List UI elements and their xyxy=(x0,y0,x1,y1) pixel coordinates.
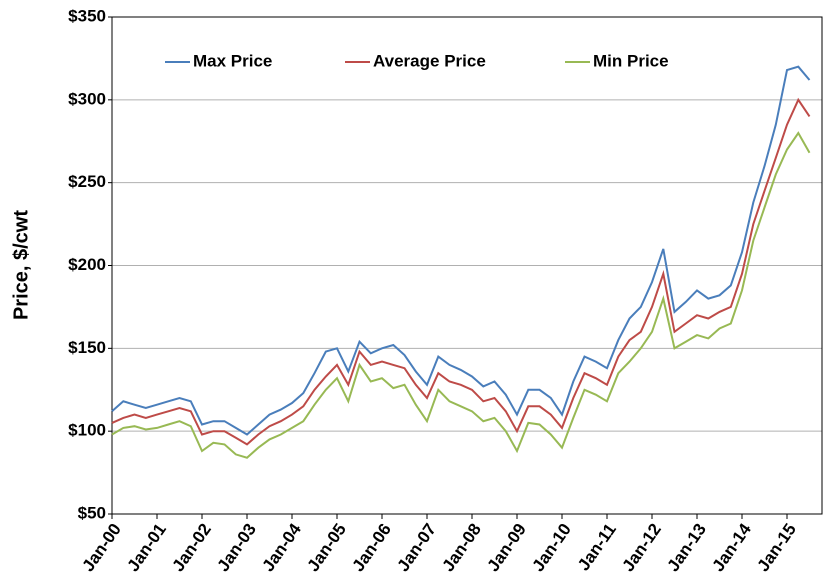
x-tick-label: Jan-02 xyxy=(168,520,214,575)
x-tick-label: Jan-00 xyxy=(78,520,124,575)
y-tick-label: $350 xyxy=(68,6,106,25)
legend-label: Average Price xyxy=(373,51,486,70)
x-tick-label: Jan-10 xyxy=(528,520,574,575)
x-tick-label: Jan-12 xyxy=(618,520,664,575)
series-line xyxy=(111,131,811,459)
x-tick-label: Jan-09 xyxy=(483,520,529,575)
x-tick-label: Jan-13 xyxy=(663,520,709,575)
x-tick-label: Jan-14 xyxy=(708,520,755,575)
series-line xyxy=(111,65,811,436)
x-tick-label: Jan-08 xyxy=(438,520,484,575)
x-tick-label: Jan-01 xyxy=(123,520,169,575)
y-tick-label: $300 xyxy=(68,89,106,108)
legend-label: Max Price xyxy=(193,51,272,70)
y-tick-label: $200 xyxy=(68,255,106,274)
plot-border xyxy=(111,16,823,515)
x-tick-label: Jan-03 xyxy=(213,520,259,575)
y-tick-label: $150 xyxy=(68,338,106,357)
x-tick-label: Jan-05 xyxy=(303,520,349,575)
y-tick-label: $250 xyxy=(68,172,106,191)
x-tick-label: Jan-11 xyxy=(574,520,620,574)
y-tick-label: $100 xyxy=(68,421,106,440)
y-axis-label: Price, $/cwt xyxy=(10,210,32,320)
x-tick-label: Jan-06 xyxy=(348,520,394,575)
x-tick-label: Jan-07 xyxy=(393,520,439,575)
legend-label: Min Price xyxy=(593,51,669,70)
series-line xyxy=(111,97,811,446)
y-tick-label: $50 xyxy=(78,503,106,522)
x-tick-label: Jan-15 xyxy=(753,520,799,575)
x-tick-label: Jan-04 xyxy=(258,520,305,575)
